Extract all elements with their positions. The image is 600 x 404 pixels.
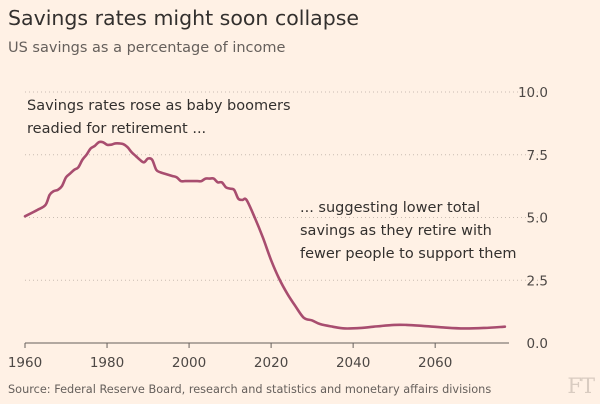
y-tick-label: 7.5 [527, 148, 548, 164]
annotation-fall-line-1: ... suggesting lower total [300, 200, 480, 216]
gridlines [25, 91, 538, 281]
x-tick-label: 1980 [90, 355, 124, 371]
source-note: Source: Federal Reserve Board, research … [8, 383, 492, 396]
annotation-rise-line-1: Savings rates rose as baby boomers [27, 98, 291, 114]
annotation-fall-line-3: fewer people to support them [300, 246, 517, 262]
x-tick-label: 2020 [254, 355, 288, 371]
x-tick-label: 2060 [418, 355, 452, 371]
chart-title: Savings rates might soon collapse [8, 6, 360, 30]
x-tick-label: 1960 [8, 355, 42, 371]
annotations: Savings rates rose as baby boomers readi… [27, 98, 517, 262]
series-layer [23, 140, 507, 330]
annotation-fall-line-2: savings as they retire with [300, 223, 492, 239]
x-tick-label: 2040 [336, 355, 370, 371]
x-tick-label: 2000 [172, 355, 206, 371]
annotation-rise-line-2: readied for retirement ... [27, 121, 206, 137]
x-axis: 1960 1980 2000 2020 2040 2060 [8, 342, 509, 371]
y-tick-label: 5.0 [527, 211, 548, 227]
y-tick-label: 0.0 [527, 336, 548, 352]
ft-logo: FT [567, 374, 595, 398]
y-axis-labels: 0.0 2.5 5.0 7.5 10.0 [518, 85, 548, 352]
chart-subtitle: US savings as a percentage of income [8, 40, 286, 56]
y-tick-label: 10.0 [518, 85, 548, 101]
series-line-savings-rate [23, 140, 507, 330]
y-tick-label: 2.5 [527, 273, 548, 289]
